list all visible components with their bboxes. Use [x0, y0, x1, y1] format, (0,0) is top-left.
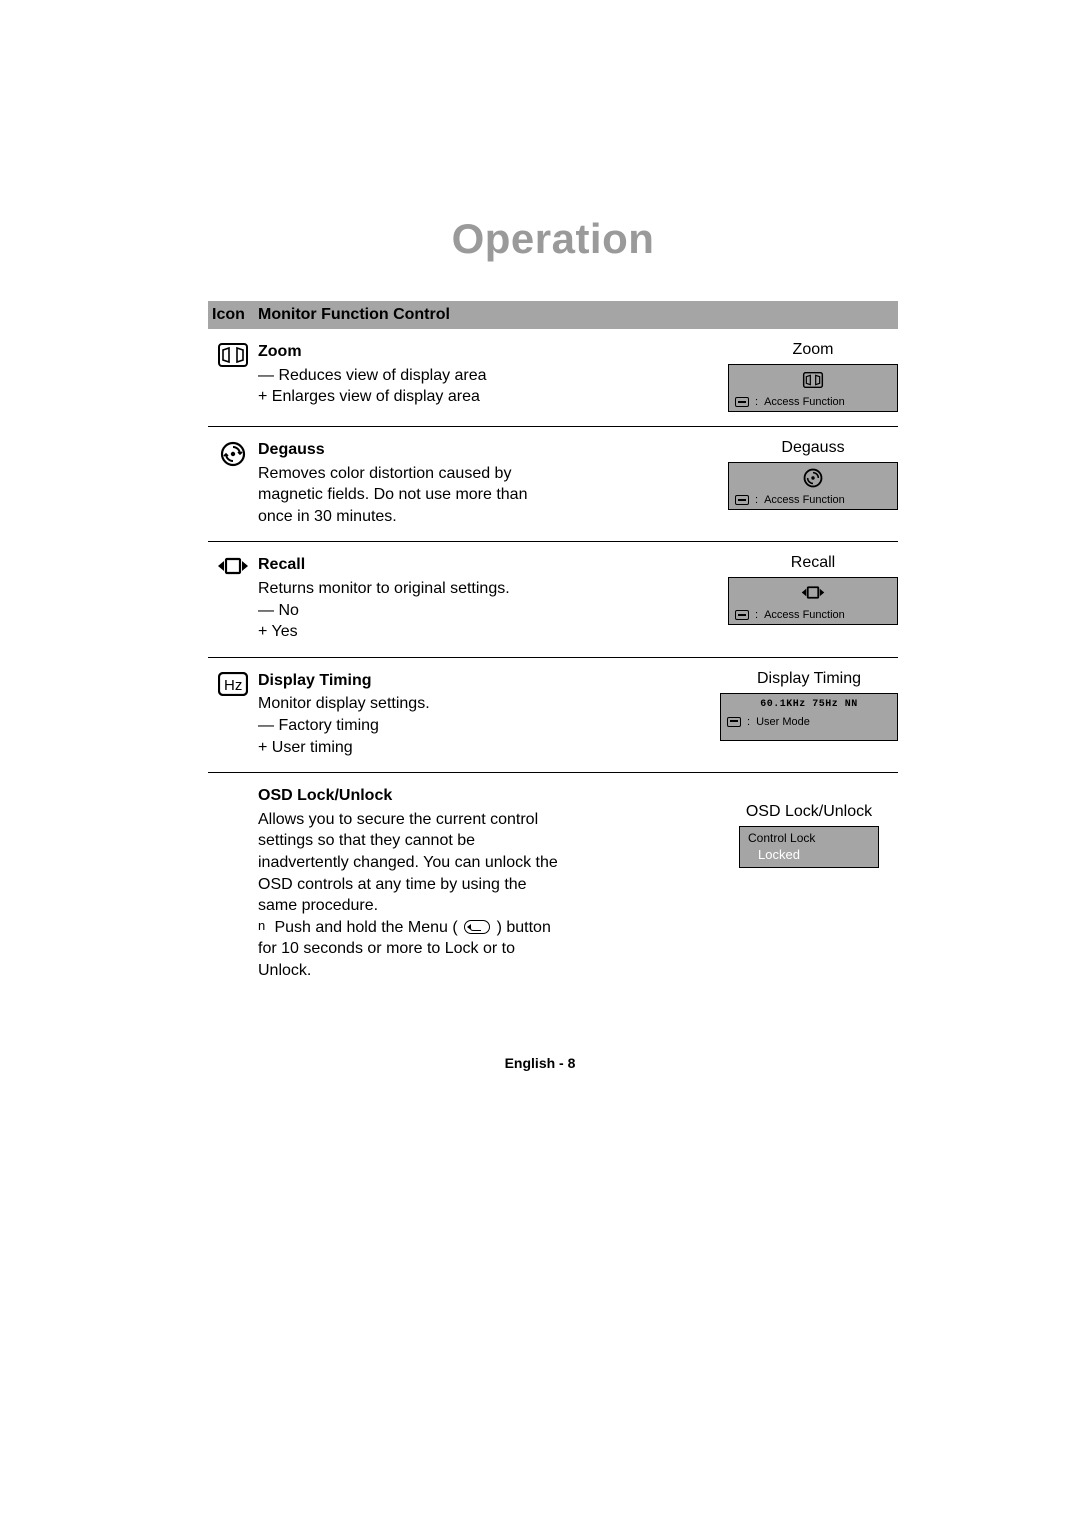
timing-line-3: + User timing: [258, 737, 558, 759]
recall-icon: [208, 554, 258, 642]
header-function-label: Monitor Function Control: [258, 306, 898, 324]
recall-line-2: — No: [258, 600, 558, 622]
degauss-title: Degauss: [258, 439, 558, 461]
recall-osd-footer: Access Function: [764, 609, 845, 621]
zoom-osd-footer: Access Function: [764, 396, 845, 408]
degauss-icon: [208, 439, 258, 527]
timing-osd-box: 60.1KHz 75Hz NN : User Mode: [720, 693, 898, 741]
section-degauss: Degauss Removes color distortion caused …: [208, 427, 898, 542]
recall-title: Recall: [258, 554, 558, 576]
recall-line-1: Returns monitor to original settings.: [258, 578, 558, 600]
osdlock-icon-placeholder: [208, 785, 258, 981]
table-header: Icon Monitor Function Control: [208, 301, 898, 329]
section-zoom: Zoom — Reduces view of display area + En…: [208, 329, 898, 427]
zoom-osd-title: Zoom: [728, 341, 898, 359]
zoom-line-1: — Reduces view of display area: [258, 365, 558, 387]
timing-icon: Hz: [208, 670, 258, 758]
page-content: Operation Icon Monitor Function Control …: [208, 215, 898, 995]
section-osdlock: OSD Lock/Unlock Allows you to secure the…: [208, 773, 898, 995]
menu-button-icon: [735, 397, 749, 407]
osdlock-status: Locked: [748, 847, 870, 862]
degauss-osd-box: : Access Function: [728, 462, 898, 510]
recall-osd: Recall : Access Function: [728, 554, 898, 642]
degauss-osd: Degauss : Access Function: [728, 439, 898, 527]
timing-line-1: Monitor display settings.: [258, 693, 558, 715]
timing-title: Display Timing: [258, 670, 558, 692]
recall-text: Recall Returns monitor to original setti…: [258, 554, 568, 642]
recall-osd-box: : Access Function: [728, 577, 898, 625]
osdlock-text: OSD Lock/Unlock Allows you to secure the…: [258, 785, 568, 981]
zoom-osd-box: : Access Function: [728, 364, 898, 412]
degauss-osd-footer: Access Function: [764, 494, 845, 506]
osdlock-osd-title: OSD Lock/Unlock: [720, 803, 898, 821]
zoom-icon: [208, 341, 258, 412]
osdlock-label: Control Lock: [748, 831, 870, 845]
timing-osd-title: Display Timing: [720, 670, 898, 688]
menu-button-icon: [727, 717, 741, 727]
section-timing: Hz Display Timing Monitor display settin…: [208, 658, 898, 773]
timing-osd-footer: User Mode: [756, 716, 810, 728]
recall-line-3: + Yes: [258, 621, 558, 643]
menu-button-icon: [735, 495, 749, 505]
zoom-title: Zoom: [258, 341, 558, 363]
section-recall: Recall Returns monitor to original setti…: [208, 542, 898, 657]
timing-text: Display Timing Monitor display settings.…: [258, 670, 568, 758]
osdlock-title: OSD Lock/Unlock: [258, 785, 558, 807]
zoom-osd: Zoom : Access Function: [728, 341, 898, 412]
timing-osd: Display Timing 60.1KHz 75Hz NN : User Mo…: [720, 670, 898, 758]
degauss-osd-title: Degauss: [728, 439, 898, 457]
svg-text:Hz: Hz: [224, 677, 242, 694]
zoom-line-2: + Enlarges view of display area: [258, 386, 558, 408]
timing-line-2: — Factory timing: [258, 715, 558, 737]
osdlock-osd-box: Control Lock Locked: [739, 826, 879, 868]
menu-button-icon: [464, 920, 490, 934]
degauss-desc: Removes color distortion caused by magne…: [258, 463, 558, 528]
menu-button-icon: [735, 610, 749, 620]
zoom-text: Zoom — Reduces view of display area + En…: [258, 341, 568, 412]
degauss-text: Degauss Removes color distortion caused …: [258, 439, 568, 527]
header-icon-label: Icon: [208, 306, 258, 324]
page-title: Operation: [208, 215, 898, 263]
timing-osd-readout: 60.1KHz 75Hz NN: [721, 694, 897, 716]
osdlock-note: n Push and hold the Menu ( ) button for …: [258, 917, 558, 982]
page-footer: English - 8: [0, 1055, 1080, 1071]
osdlock-osd: OSD Lock/Unlock Control Lock Locked: [720, 785, 898, 981]
osdlock-desc: Allows you to secure the current control…: [258, 809, 558, 917]
recall-osd-title: Recall: [728, 554, 898, 572]
